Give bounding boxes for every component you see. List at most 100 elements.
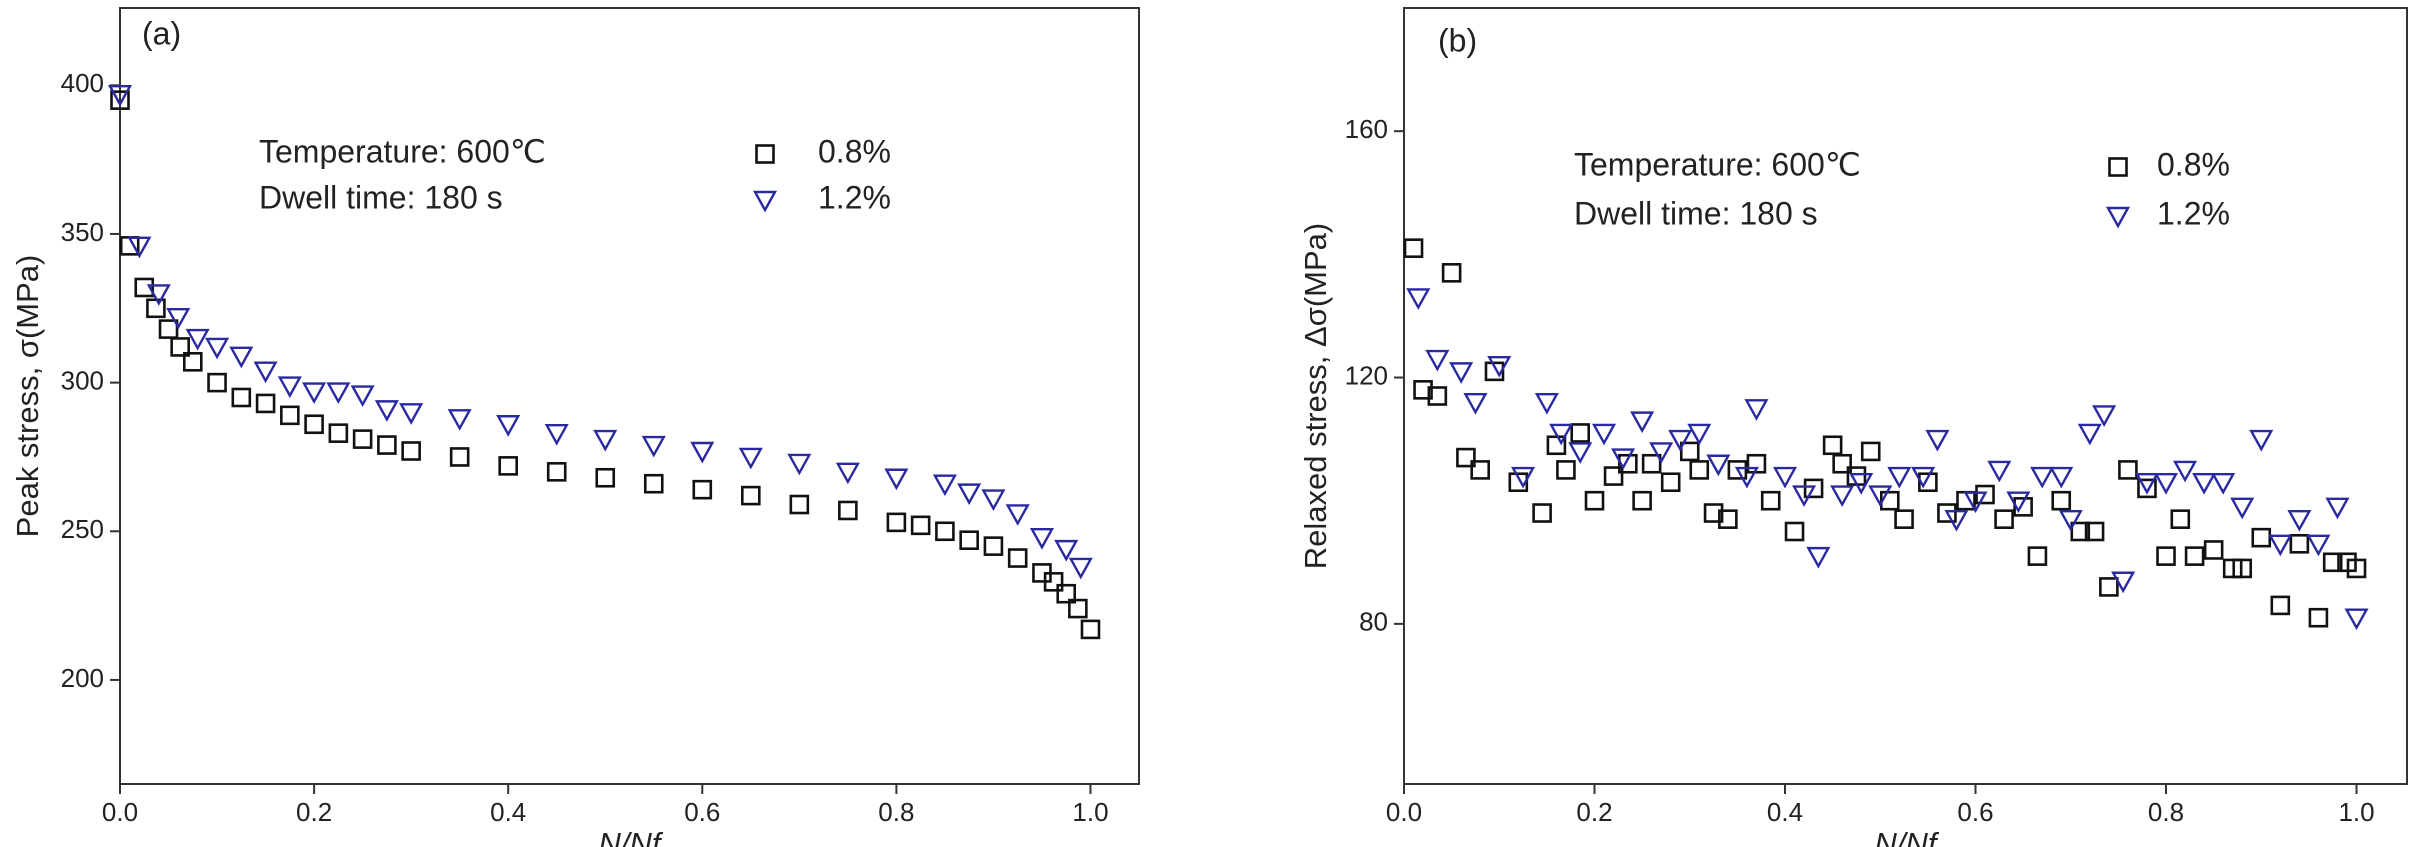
marker-triangle [1830,485,1855,508]
marker-square [910,515,931,536]
legend-label: 0.8% [2157,146,2230,182]
marker-square [1832,453,1852,474]
marker-triangle [2173,460,2198,483]
marker-triangle [2325,497,2350,520]
marker-square [1860,441,1881,462]
marker-triangle [544,423,569,446]
marker-square [935,521,955,542]
marker-triangle [2077,423,2102,446]
marker-triangle [1630,411,1655,434]
x-tick-label: 0.2 [296,797,332,827]
x-tick-label: 0.2 [1576,797,1612,827]
marker-square [377,435,397,455]
marker-square [1570,423,1591,443]
legend-marker [2108,157,2128,177]
marker-triangle [1944,509,1969,532]
marker-triangle [1649,442,1674,464]
marker-triangle [2306,534,2331,557]
marker-square [2013,497,2033,517]
y-tick-label: 250 [61,514,104,544]
marker-square [789,494,810,515]
marker-square [1689,460,1710,480]
marker-triangle [229,346,254,369]
marker-square [2270,595,2291,616]
marker-square [304,414,324,435]
marker-triangle [302,382,327,405]
marker-square [1556,460,1576,480]
marker-triangle [1772,466,1798,489]
annotation: Dwell time: 180 s [259,179,503,215]
y-tick-label: 350 [61,217,104,247]
marker-square [2322,552,2343,573]
marker-square [2027,546,2048,566]
marker-square [1068,598,1088,619]
marker-triangle [166,308,191,330]
plot-frame [119,7,1140,785]
marker-square [1937,503,1957,523]
marker-square [2118,460,2138,480]
marker-square [1718,509,1738,529]
marker-square [255,393,276,414]
marker-triangle [2344,608,2369,631]
marker-triangle [1549,423,1574,446]
x-tick-label: 0.4 [490,797,526,827]
y-axis-label: Relaxed stress, Δσ(MPa) [1298,223,1333,569]
x-tick-label: 0.6 [1957,797,1993,827]
marker-triangle [690,441,715,464]
x-axis-label: N/Nf [599,826,664,847]
marker-square [231,387,252,408]
marker-square [1822,435,1843,456]
marker-triangle [1005,504,1030,526]
marker-square [1427,386,1448,406]
marker-triangle [2192,473,2217,495]
marker-square [2070,521,2091,542]
panel-label: (a) [142,15,181,51]
marker-triangle [1425,349,1450,372]
marker-triangle [1449,362,1474,384]
marker-triangle [1987,460,2012,483]
y-tick-label: 160 [1345,114,1388,144]
marker-triangle [107,85,133,107]
marker-square [2156,546,2176,566]
marker-triangle [1668,429,1693,452]
marker-triangle [2111,571,2136,594]
marker-triangle [253,361,278,384]
marker-square [158,319,179,339]
marker-square [2346,558,2367,579]
marker-square [2232,558,2253,579]
x-tick-label: 1.0 [1072,797,1108,827]
marker-triangle [1029,528,1054,550]
marker-square [2308,607,2329,628]
marker-square [1632,490,1652,511]
marker-square [207,372,227,393]
marker-square [1484,361,1505,382]
marker-square [1660,472,1681,493]
marker-triangle [1534,392,1559,415]
marker-triangle [1806,546,1831,569]
legend-marker [755,144,775,164]
marker-square [449,447,470,467]
marker-triangle [2268,534,2293,557]
marker-triangle [884,468,909,491]
marker-triangle [1734,466,1759,489]
marker-triangle [374,400,399,422]
y-tick-label: 200 [61,663,104,693]
marker-triangle [1511,466,1536,489]
x-tick-label: 1.0 [2338,797,2374,827]
marker-triangle [2006,491,2031,514]
marker-square [498,456,518,476]
x-tick-label: 0.8 [2148,797,2184,827]
marker-square [741,485,761,506]
marker-triangle [1911,466,1936,489]
marker-square [2051,490,2072,511]
marker-triangle [2134,473,2160,495]
marker-triangle [1611,448,1636,471]
marker-square [1641,453,1662,474]
x-axis-label: N/Nf [1875,826,1940,847]
legend-marker [752,190,778,213]
marker-triangle [1068,557,1093,580]
marker-triangle [447,409,472,431]
marker-square [983,536,1004,556]
marker-square [1007,548,1028,568]
